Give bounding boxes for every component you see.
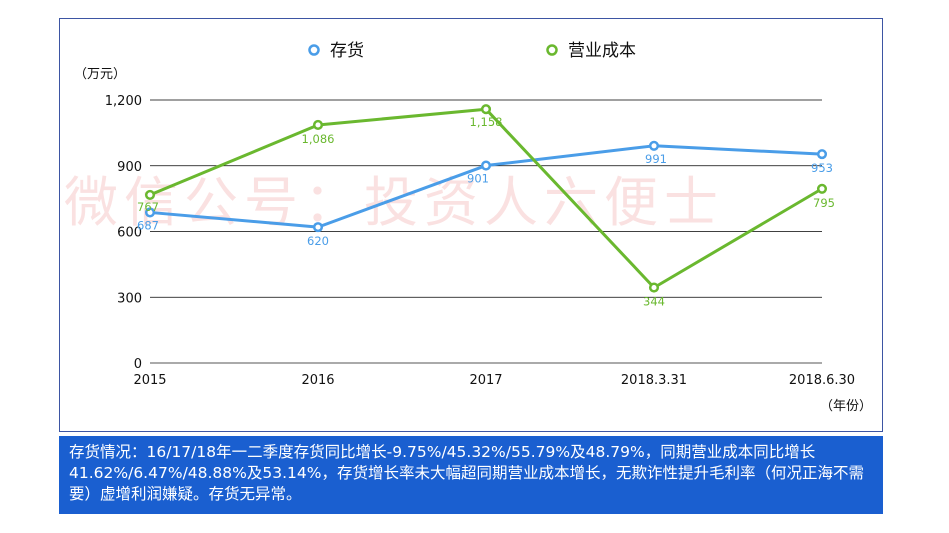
line-chart: 0 300 600 900 1,200 2015 2016 2017 2018.3.31 2018… [74, 41, 872, 414]
data-point [480, 104, 492, 115]
x-tick-label: 2017 [469, 373, 502, 388]
data-label: 953 [811, 161, 833, 175]
data-point [144, 189, 156, 200]
y-tick-label: 0 [134, 357, 142, 372]
data-point [648, 140, 660, 151]
y-tick-label: 1,200 [105, 94, 142, 109]
data-point [312, 222, 324, 233]
x-tick-label: 2018.3.31 [621, 373, 687, 388]
data-point [312, 119, 324, 131]
series-line [149, 107, 823, 290]
data-label: 901 [467, 172, 489, 186]
legend-marker [308, 44, 320, 56]
data-point [648, 282, 660, 293]
legend-label: 营业成本 [568, 41, 636, 61]
y-tick-label: 300 [117, 291, 142, 306]
x-tick-label: 2016 [301, 373, 334, 388]
data-point [816, 183, 828, 194]
x-tick-label: 2018.6.30 [789, 373, 855, 388]
x-tick-label: 2015 [133, 373, 166, 388]
legend-label: 存货 [330, 41, 364, 61]
y-tick-label: 900 [117, 160, 142, 175]
data-label: 795 [813, 196, 835, 210]
x-axis-unit: （年份） [820, 399, 872, 414]
legend-marker [546, 44, 558, 56]
data-label: 1,086 [302, 132, 335, 146]
series-line [149, 144, 823, 229]
analysis-caption: 存货情况：16/17/18年一二季度存货同比增长-9.75%/45.32%/55… [59, 436, 883, 514]
data-label: 620 [307, 234, 329, 248]
data-label: 991 [645, 152, 667, 166]
data-label: 1,158 [470, 115, 503, 129]
y-axis-unit: （万元） [74, 67, 126, 82]
y-tick-label: 600 [117, 226, 142, 241]
watermark: 微信公号：投资人六便士 [64, 171, 724, 234]
data-point [144, 207, 156, 218]
data-point [480, 160, 492, 171]
data-label: 767 [137, 200, 159, 214]
data-point [816, 149, 828, 160]
data-label: 344 [643, 295, 665, 309]
data-label: 687 [137, 218, 159, 232]
